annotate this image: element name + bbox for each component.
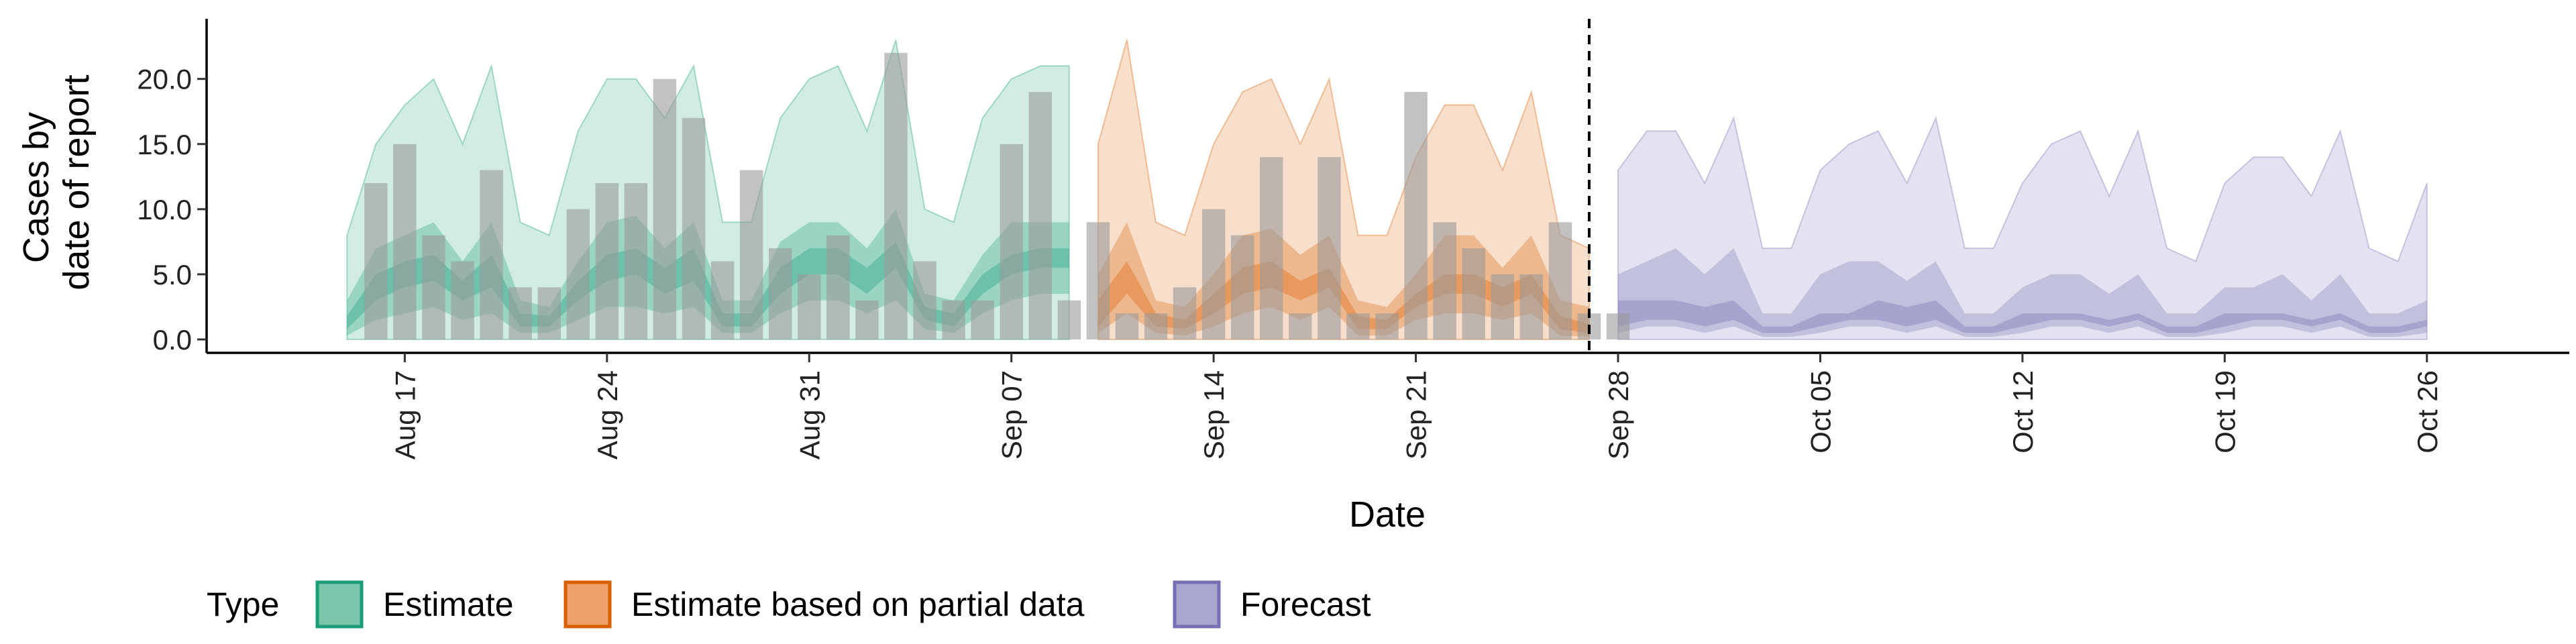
- observed-bar: [884, 52, 908, 340]
- observed-bar: [1491, 274, 1514, 339]
- x-tick-label: Aug 17: [389, 370, 421, 460]
- x-tick-label: Sep 28: [1603, 370, 1634, 460]
- observed-bar: [1057, 300, 1081, 340]
- observed-bar: [1201, 209, 1226, 339]
- y-tick-label: 10.0: [137, 194, 192, 225]
- observed-bar: [1519, 274, 1544, 339]
- observed-bar: [1375, 313, 1399, 339]
- observed-bar: [1346, 313, 1370, 339]
- observed-bar: [537, 287, 561, 339]
- x-tick-label: Oct 05: [1805, 370, 1836, 453]
- forecast-ribbon-20: [1618, 300, 2427, 333]
- y-tick-label: 0.0: [153, 324, 192, 356]
- x-tick-label: Aug 24: [592, 370, 623, 460]
- observed-bar: [1086, 222, 1110, 340]
- y-tick-label: 20.0: [137, 64, 192, 95]
- observed-bar: [769, 248, 792, 339]
- observed-bar: [913, 261, 936, 339]
- y-axis-title-line-2: date of report: [56, 74, 97, 290]
- observed-bar: [1433, 222, 1456, 340]
- observed-bar: [508, 287, 532, 339]
- x-tick-label: Oct 26: [2412, 370, 2443, 453]
- observed-bar: [1318, 157, 1341, 339]
- observed-bar: [855, 300, 879, 340]
- x-ticks: Aug 17 Aug 24 Aug 31 Sep 07 Sep 14 Sep 21 Sep …: [389, 353, 2443, 460]
- x-tick-label: Aug 31: [794, 370, 825, 460]
- observed-bar: [1000, 144, 1023, 340]
- observed-bar: [710, 261, 735, 339]
- x-axis-title: Date: [1349, 494, 1426, 535]
- observed-bar: [595, 183, 619, 339]
- legend-label-estimate-based-on-partial-data: Estimate based on partial data: [631, 586, 1085, 623]
- observed-bar: [653, 78, 677, 339]
- legend-key-estimate: [315, 580, 364, 629]
- observed-bar: [942, 300, 965, 340]
- forecast-ribbon-50: [1618, 248, 2427, 337]
- observed-bar: [364, 183, 388, 339]
- observed-bar: [798, 274, 821, 339]
- legend: Type Estimate Estimate based on partial d…: [207, 580, 1371, 629]
- legend-title: Type: [207, 586, 279, 623]
- legend-label-estimate: Estimate: [383, 586, 514, 623]
- observed-bar: [1028, 92, 1052, 339]
- observed-bar: [971, 300, 994, 340]
- y-ticks: 0.0 5.0 10.0 15.0 20.0: [137, 64, 207, 356]
- observed-bar: [1462, 248, 1485, 339]
- observed-bar: [1173, 287, 1197, 339]
- observed-bar: [480, 170, 503, 339]
- observed-bar: [624, 183, 648, 339]
- x-tick-label: Oct 19: [2209, 370, 2241, 453]
- observed-bar: [422, 235, 445, 339]
- axes: 0.0 5.0 10.0 15.0 20.0 Aug 17 Aug 24 Aug 31 Sep…: [137, 19, 2569, 460]
- observed-bar: [1231, 235, 1254, 339]
- y-tick-label: 5.0: [153, 259, 192, 290]
- bars-layer: [364, 52, 1630, 340]
- y-tick-label: 15.0: [137, 129, 192, 160]
- observed-bar: [451, 261, 474, 339]
- observed-bar: [393, 144, 417, 340]
- observed-bar: [566, 209, 590, 339]
- y-axis-title: Cases by date of report: [16, 74, 97, 290]
- observed-bar: [1260, 157, 1283, 339]
- observed-bar: [1289, 313, 1312, 339]
- observed-bar: [1548, 222, 1572, 340]
- observed-bar: [682, 117, 706, 339]
- x-tick-label: Sep 07: [996, 370, 1028, 460]
- observed-bar: [1115, 313, 1139, 339]
- observed-bar: [1606, 313, 1630, 339]
- legend-key-estimate-based-on-partial-data: [564, 580, 612, 629]
- observed-bar: [1404, 92, 1428, 339]
- forecast-ribbon-90: [1617, 115, 2428, 340]
- x-tick-label: Sep 14: [1198, 370, 1230, 460]
- y-axis-title-line-1: Cases by: [16, 112, 56, 263]
- x-tick-label: Oct 12: [2007, 370, 2039, 453]
- observed-bar: [739, 170, 763, 339]
- legend-key-forecast: [1173, 580, 1221, 629]
- observed-bar: [826, 235, 850, 339]
- legend-label-forecast: Forecast: [1240, 586, 1371, 623]
- observed-bar: [1144, 313, 1168, 339]
- x-tick-label: Sep 21: [1401, 370, 1432, 460]
